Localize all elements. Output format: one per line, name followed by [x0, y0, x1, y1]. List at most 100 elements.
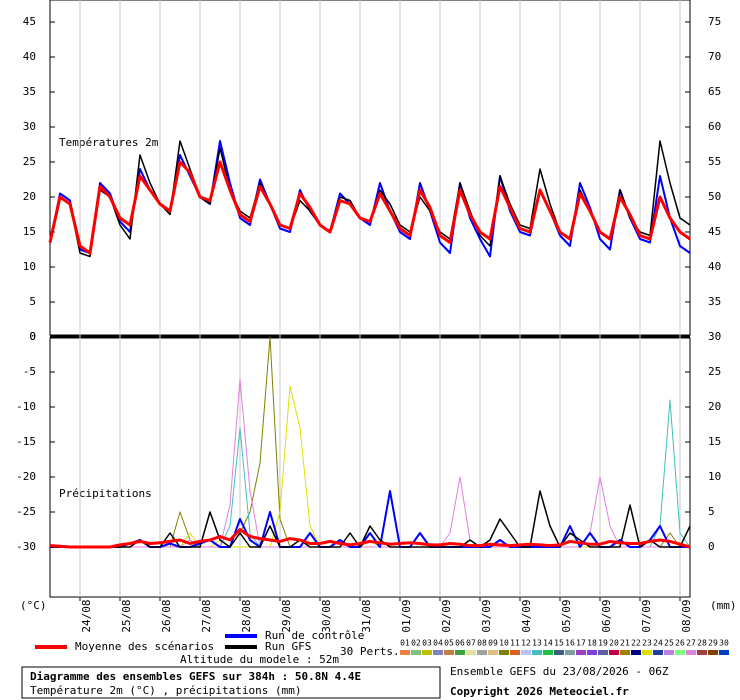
x-tick-label: 26/08 — [160, 599, 173, 632]
y-tick-label: -25 — [16, 505, 36, 518]
perturbation-swatch — [532, 650, 542, 655]
perturbation-label: 09 — [488, 639, 498, 648]
perturbation-label: 21 — [620, 639, 630, 648]
perturbation-label: 01 — [400, 639, 410, 648]
y-tick-label: 30 — [23, 120, 36, 133]
perturbation-swatch — [587, 650, 597, 655]
chart-title: Diagramme des ensembles GEFS sur 384h : … — [30, 670, 361, 683]
y2-tick-label: 65 — [708, 85, 721, 98]
perturbation-label: 10 — [499, 639, 509, 648]
altitude: Altitude du modele : 52m — [180, 653, 339, 666]
perturbation-swatch — [455, 650, 465, 655]
x-tick-label: 08/09 — [680, 599, 693, 632]
perturbation-swatch — [631, 650, 641, 655]
y-tick-label: -20 — [16, 470, 36, 483]
x-tick-label: 03/09 — [480, 599, 493, 632]
title-box — [21, 666, 441, 699]
perturbation-swatch — [422, 650, 432, 655]
perturbation-swatch — [708, 650, 718, 655]
perturbation-label: 28 — [697, 639, 707, 648]
y-tick-label: 0 — [29, 330, 36, 343]
perturbation-swatch — [697, 650, 707, 655]
perturbation-swatch — [675, 650, 685, 655]
y-tick-label: 20 — [23, 190, 36, 203]
perturbation-label: 06 — [455, 639, 465, 648]
x-tick-label: 07/09 — [640, 599, 653, 632]
x-tick-label: 25/08 — [120, 599, 133, 632]
y2-tick-label: 25 — [708, 365, 721, 378]
y-tick-label: 45 — [23, 15, 36, 28]
x-tick-label: 04/09 — [520, 599, 533, 632]
perturbation-label: 30 — [719, 639, 729, 648]
perturbation-label: 14 — [543, 639, 553, 648]
y2-tick-label: 40 — [708, 260, 721, 273]
y2-tick-label: 15 — [708, 435, 721, 448]
series-line — [49, 528, 691, 549]
y2-tick-label: 50 — [708, 190, 721, 203]
y2-tick-label: 35 — [708, 295, 721, 308]
temperature-label: Températures 2m — [59, 136, 159, 149]
x-tick-label: 29/08 — [280, 599, 293, 632]
perturbation-label: 05 — [444, 639, 454, 648]
y2-tick-label: 75 — [708, 15, 721, 28]
y2-tick-label: 70 — [708, 50, 721, 63]
perturbation-label: 19 — [598, 639, 608, 648]
y2-tick-label: 60 — [708, 120, 721, 133]
y2-tick-label: 55 — [708, 155, 721, 168]
perturbation-swatch — [400, 650, 410, 655]
y-tick-label: 5 — [29, 295, 36, 308]
y-tick-label: -15 — [16, 435, 36, 448]
precipitation-label: Précipitations — [59, 487, 152, 500]
x-tick-label: 28/08 — [240, 599, 253, 632]
perturbation-label: 25 — [664, 639, 674, 648]
y-tick-label: 35 — [23, 85, 36, 98]
perturbation-swatch — [609, 650, 619, 655]
perturbation-label: 18 — [587, 639, 597, 648]
y-tick-label: 40 — [23, 50, 36, 63]
perturbation-label: 13 — [532, 639, 542, 648]
perturbation-label: 20 — [609, 639, 619, 648]
perturbation-label: 29 — [708, 639, 718, 648]
run-info: Ensemble GEFS du 23/08/2026 - 06Z — [450, 665, 669, 678]
x-tick-label: 01/09 — [400, 599, 413, 632]
y2-tick-label: 5 — [708, 505, 715, 518]
y-tick-label: 25 — [23, 155, 36, 168]
perturbation-swatch — [554, 650, 564, 655]
y2-tick-label: 10 — [708, 470, 721, 483]
perturbation-label: 16 — [565, 639, 575, 648]
perturbation-swatch — [477, 650, 487, 655]
y2-tick-label: 20 — [708, 400, 721, 413]
perturbation-swatch — [433, 650, 443, 655]
perturbation-swatch — [576, 650, 586, 655]
perturbation-swatch — [653, 650, 663, 655]
perturbation-label: 24 — [653, 639, 663, 648]
y2-tick-label: 45 — [708, 225, 721, 238]
perturbation-label: 15 — [554, 639, 564, 648]
y-tick-label: -10 — [16, 400, 36, 413]
legend-label: Moyenne des scénarios — [75, 640, 214, 653]
perturbation-label: 26 — [675, 639, 685, 648]
x-tick-label: 31/08 — [360, 599, 373, 632]
perturbation-label: 07 — [466, 639, 476, 648]
perturbation-swatch — [411, 650, 421, 655]
perturbation-label: 17 — [576, 639, 586, 648]
perturbation-label: 11 — [510, 639, 520, 648]
perturbation-swatch — [598, 650, 608, 655]
perturbation-label: 23 — [642, 639, 652, 648]
perturbation-swatch — [686, 650, 696, 655]
perturbation-swatch — [466, 650, 476, 655]
perturbation-label: 27 — [686, 639, 696, 648]
y-tick-label: -5 — [23, 365, 36, 378]
perturbation-swatch — [565, 650, 575, 655]
perturbation-label: 08 — [477, 639, 487, 648]
legend-label: Run de contrôle — [265, 629, 364, 642]
perts-label: 30 Perts. — [340, 645, 400, 658]
y-tick-label: 10 — [23, 260, 36, 273]
y2-tick-label: 30 — [708, 330, 721, 343]
perturbation-swatch — [664, 650, 674, 655]
x-tick-label: 24/08 — [80, 599, 93, 632]
perturbation-swatch — [444, 650, 454, 655]
perturbation-swatch — [521, 650, 531, 655]
